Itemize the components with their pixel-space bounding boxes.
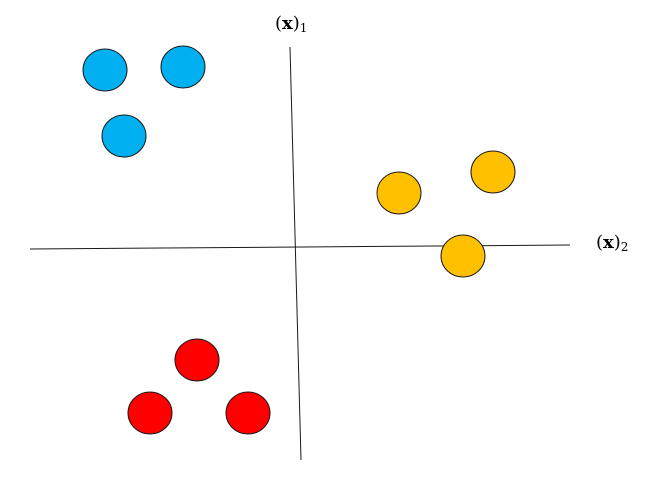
blue-dot-3 (101, 114, 147, 158)
blue-dot-1 (82, 48, 128, 92)
orange-dot-1 (376, 171, 422, 215)
vertical-axis-label: (x)1 (275, 13, 308, 35)
blue-dot-2 (160, 45, 206, 89)
horizontal-axis-label: (x)2 (596, 232, 629, 254)
red-dot-1 (174, 338, 220, 382)
cluster-dots (82, 45, 516, 435)
red-dot-3 (225, 391, 271, 435)
vertical-axis (289, 46, 302, 461)
horizontal-axis (29, 244, 571, 250)
orange-dot-2 (470, 150, 516, 194)
red-dot-2 (127, 391, 173, 435)
orange-dot-3 (440, 234, 486, 278)
